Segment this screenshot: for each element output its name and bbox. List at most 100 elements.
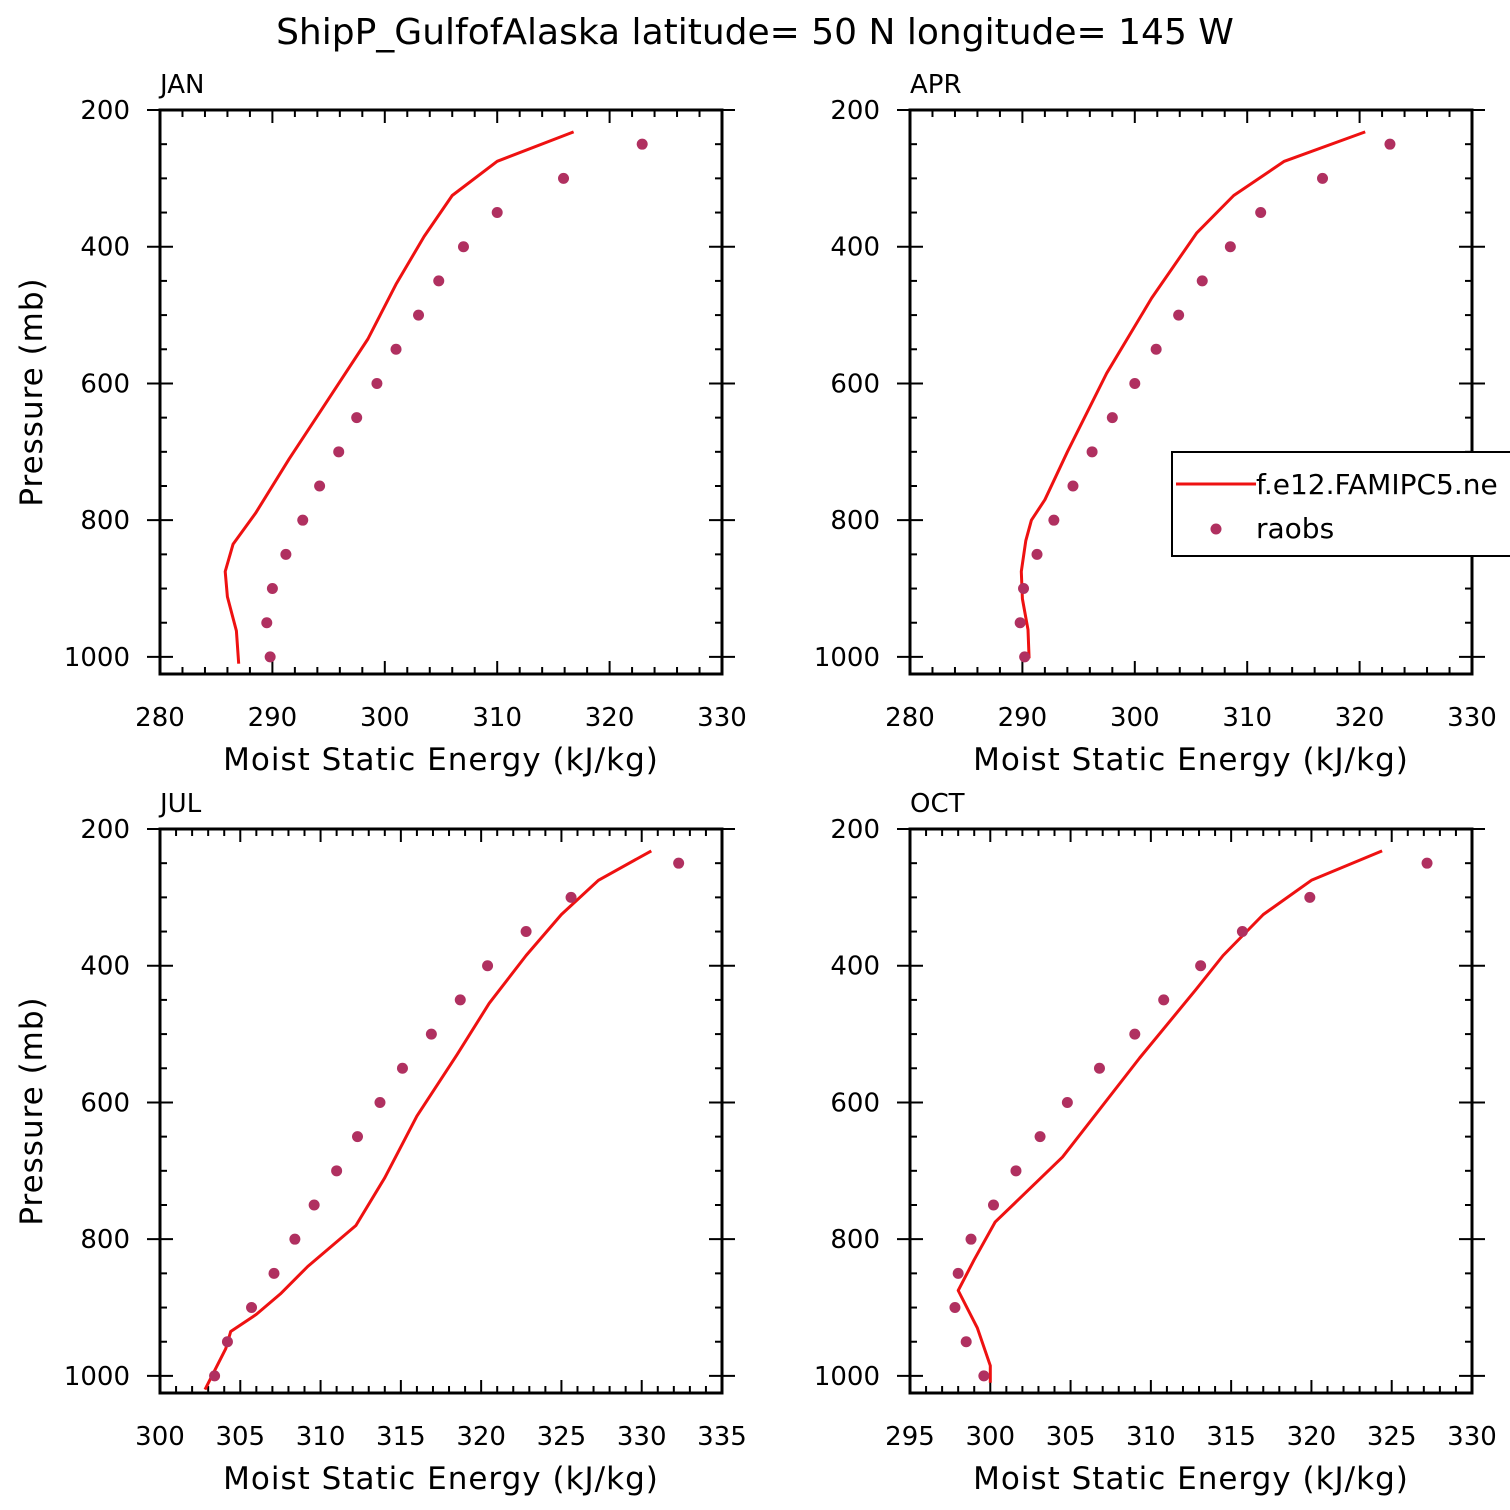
raobs-point [636,138,648,150]
raobs-point [1304,891,1316,903]
raobs-point [289,1233,301,1245]
raobs-point [949,1302,961,1314]
raobs-point [1018,583,1030,595]
x-tick-label: 320 [1287,1422,1337,1452]
x-axis-label: Moist Static Energy (kJ/kg) [223,1461,659,1497]
raobs-point [960,1336,972,1348]
y-tick-label: 800 [80,1225,130,1255]
raobs-point [314,480,326,492]
raobs-point [1317,172,1329,184]
y-tick-label: 400 [80,233,130,263]
x-tick-label: 290 [248,703,298,733]
y-tick-label: 400 [80,952,130,982]
figure-title: ShipP_GulfofAlaska latitude= 50 N longit… [276,12,1234,53]
x-tick-label: 300 [1110,703,1160,733]
x-tick-label: 330 [1447,703,1497,733]
raobs-point [413,309,425,321]
raobs-point [396,1062,408,1074]
x-tick-label: 330 [697,703,747,733]
raobs-point [1031,548,1043,560]
y-tick-label: 200 [80,815,130,845]
x-tick-label: 305 [215,1422,265,1452]
raobs-point [1173,309,1185,321]
raobs-point [987,1199,999,1211]
x-tick-label: 325 [1367,1422,1417,1452]
raobs-point [1158,994,1170,1006]
plot-frame [908,827,1474,1395]
panels-group: JAN 280 290 300 310 320 330 200 400 600 800 1000 Moi… [14,70,1497,1497]
raobs-point [264,651,276,663]
y-tick-label: 800 [830,1225,880,1255]
raobs-point [1048,514,1060,526]
raobs-point [454,994,466,1006]
x-axis-label: Moist Static Energy (kJ/kg) [973,1461,1409,1497]
panel-jul: JUL 300 305 310 315 320 325 330 335 200 400 600 800 1… [14,789,747,1497]
raobs-point [374,1096,386,1108]
raobs-point [1421,857,1433,869]
y-tick-label: 800 [830,506,880,536]
x-tick-label: 320 [456,1422,506,1452]
raobs-point [1129,377,1141,389]
raobs-point [1255,207,1267,219]
x-tick-label: 300 [965,1422,1015,1452]
x-tick-label: 315 [1206,1422,1256,1452]
y-axis-label: Pressure (mb) [14,277,50,506]
x-tick-label: 295 [885,1422,935,1452]
raobs-point [1034,1131,1046,1143]
x-tick-label: 330 [617,1422,667,1452]
raobs-point [491,207,503,219]
raobs-point [1086,446,1098,458]
x-axis-label: Moist Static Energy (kJ/kg) [973,742,1409,778]
raobs-point [1224,241,1236,253]
legend-marker-swatch [1210,523,1222,535]
model-profile-line [1019,130,1366,659]
raobs-point [261,617,273,629]
x-tick-label: 300 [360,703,410,733]
x-tick-label: 280 [135,703,185,733]
y-tick-label: 200 [830,815,880,845]
raobs-point [482,960,494,972]
raobs-point [520,926,532,938]
x-tick-label: 330 [1447,1422,1497,1452]
y-tick-label: 600 [830,369,880,399]
model-profile-line [203,849,653,1391]
x-tick-label: 310 [472,703,522,733]
y-tick-label: 1000 [64,1362,130,1392]
x-tick-label: 320 [585,703,635,733]
panel-oct: OCT 295 300 305 310 315 320 325 330 200 400 600 800 1… [814,789,1497,1497]
raobs-point [221,1336,233,1348]
y-tick-label: 400 [830,233,880,263]
raobs-point [1150,343,1162,355]
plot-frame [908,108,1474,676]
x-tick-label: 310 [1222,703,1272,733]
y-tick-label: 1000 [814,1362,880,1392]
x-tick-label: 320 [1335,703,1385,733]
raobs-point [1106,412,1118,424]
plot-frame [158,827,724,1395]
y-tick-label: 1000 [814,643,880,673]
panel-label: OCT [910,789,965,819]
raobs-point [333,446,345,458]
raobs-point [371,377,383,389]
raobs-point [673,857,685,869]
raobs-point [457,241,469,253]
y-tick-label: 600 [80,1088,130,1118]
raobs-point [1129,1028,1141,1040]
raobs-point [268,1267,280,1279]
raobs-point [1093,1062,1105,1074]
raobs-point [351,412,363,424]
raobs-point [1384,138,1396,150]
raobs-point [558,172,570,184]
legend-entry-raobs: raobs [1256,512,1334,545]
raobs-point [266,583,278,595]
y-tick-label: 400 [830,952,880,982]
x-axis-label: Moist Static Energy (kJ/kg) [223,742,659,778]
raobs-point [352,1131,364,1143]
x-tick-label: 310 [1126,1422,1176,1452]
raobs-point [1196,275,1208,287]
raobs-point [1061,1096,1073,1108]
model-profile-line [956,849,1383,1383]
y-tick-label: 200 [80,96,130,126]
x-tick-label: 325 [537,1422,587,1452]
